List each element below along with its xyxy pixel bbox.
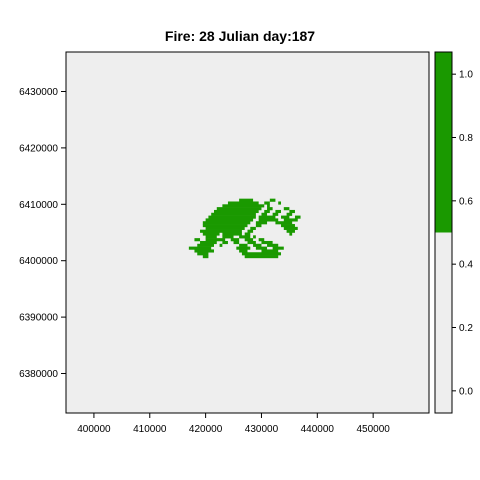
colorbar-legend: 0.0 0.2 0.4 0.6 0.8 1.0 bbox=[435, 52, 473, 413]
chart-title: Fire: 28 Julian day:187 bbox=[165, 28, 315, 44]
colorbar-tick-label: 0.0 bbox=[459, 386, 473, 397]
burned-cell-run bbox=[231, 238, 239, 241]
burned-cell-run bbox=[228, 201, 259, 204]
burned-cell-run bbox=[206, 227, 245, 230]
x-tick-label: 430000 bbox=[245, 424, 279, 435]
burned-cell-run bbox=[200, 230, 242, 233]
y-tick-label: 6400000 bbox=[19, 256, 58, 267]
burned-cell-run bbox=[203, 224, 248, 227]
burned-cell-run bbox=[197, 252, 208, 255]
burned-cell-run bbox=[239, 244, 247, 247]
y-tick-label: 6390000 bbox=[19, 313, 58, 324]
burned-cell-run bbox=[289, 233, 292, 236]
burned-cell-run bbox=[267, 204, 270, 207]
burned-cell-run bbox=[248, 241, 256, 244]
burned-cell-run bbox=[261, 241, 272, 244]
burned-cell-run bbox=[203, 221, 250, 224]
colorbar-tick-label: 0.2 bbox=[459, 323, 473, 334]
y-tick-label: 6410000 bbox=[19, 200, 58, 211]
burned-cell-run bbox=[206, 235, 217, 238]
burned-cell-run bbox=[250, 227, 256, 230]
burned-cell-run bbox=[259, 238, 265, 241]
burned-cell-run bbox=[245, 255, 279, 258]
burned-cell-run bbox=[261, 213, 267, 216]
y-tick-label: 6380000 bbox=[19, 369, 58, 380]
burned-cell-run bbox=[270, 199, 276, 202]
x-tick-label: 440000 bbox=[301, 424, 335, 435]
burned-cell-run bbox=[214, 210, 259, 213]
burned-cell-run bbox=[203, 255, 209, 258]
x-tick-label: 420000 bbox=[189, 424, 223, 435]
burned-cell-run bbox=[287, 230, 295, 233]
burned-cell-run bbox=[206, 218, 253, 221]
colorbar-burned-segment bbox=[435, 52, 452, 233]
burned-cell-run bbox=[208, 216, 255, 219]
colorbar-tick-label: 0.4 bbox=[459, 260, 473, 271]
burned-cell-run bbox=[211, 213, 256, 216]
burned-cell-run bbox=[239, 199, 253, 202]
burned-cell-run bbox=[245, 233, 251, 236]
burned-cell-run bbox=[281, 224, 295, 227]
colorbar-tick-label: 0.8 bbox=[459, 133, 473, 144]
burned-cell-run bbox=[217, 207, 262, 210]
burned-cell-run bbox=[275, 221, 292, 224]
burned-cell-run bbox=[264, 210, 270, 213]
x-tick-label: 410000 bbox=[133, 424, 167, 435]
colorbar-background-segment bbox=[435, 233, 452, 414]
burned-cell-run bbox=[267, 207, 273, 210]
burned-cell-run bbox=[194, 249, 214, 252]
x-axis: 400000 410000 420000 430000 440000 450000 bbox=[77, 413, 390, 435]
burned-cell-run bbox=[222, 235, 233, 238]
burned-cell-run bbox=[234, 241, 240, 244]
burned-cell-run bbox=[281, 216, 289, 219]
burned-cell-run bbox=[284, 227, 298, 230]
burned-cell-run bbox=[239, 235, 250, 238]
y-tick-label: 6420000 bbox=[19, 143, 58, 154]
burned-cell-run bbox=[203, 233, 220, 236]
burned-cell-run bbox=[295, 216, 301, 219]
burned-cell-run bbox=[206, 238, 226, 241]
burned-cell-run bbox=[236, 247, 250, 250]
burned-cell-run bbox=[239, 249, 247, 252]
burned-cell-run bbox=[248, 230, 254, 233]
burned-cell-run bbox=[222, 241, 228, 244]
burned-cell-run bbox=[278, 201, 281, 204]
burned-cell-run bbox=[197, 244, 214, 247]
y-tick-label: 6430000 bbox=[19, 87, 58, 98]
burned-cell-run bbox=[253, 235, 256, 238]
burned-cell-run bbox=[242, 252, 281, 255]
burned-cell-run bbox=[261, 249, 278, 252]
burned-cell-run bbox=[194, 238, 200, 241]
x-tick-label: 400000 bbox=[77, 424, 111, 435]
burned-cell-run bbox=[284, 207, 290, 210]
burned-cell-run bbox=[273, 213, 279, 216]
burned-cell-run bbox=[253, 244, 261, 247]
burned-cell-run bbox=[264, 201, 270, 204]
burned-cell-run bbox=[256, 221, 267, 224]
burned-cell-run bbox=[189, 247, 211, 250]
x-tick-label: 450000 bbox=[356, 424, 390, 435]
burned-cell-run bbox=[222, 233, 242, 236]
burned-cell-run bbox=[256, 224, 262, 227]
burned-cell-run bbox=[245, 238, 253, 241]
burned-cell-run bbox=[284, 218, 298, 221]
burned-cell-run bbox=[273, 247, 284, 250]
y-axis: 6380000 6390000 6400000 6410000 6420000 64300… bbox=[19, 87, 66, 380]
burned-cell-run bbox=[220, 244, 223, 247]
burned-cell-run bbox=[222, 204, 264, 207]
colorbar-tick-label: 1.0 bbox=[459, 70, 473, 81]
burned-cell-run bbox=[275, 210, 281, 213]
burned-cell-run bbox=[259, 216, 276, 219]
burned-cell-run bbox=[287, 213, 293, 216]
burned-cell-run bbox=[200, 241, 217, 244]
burned-cell-run bbox=[267, 244, 278, 247]
colorbar-tick-label: 0.6 bbox=[459, 196, 473, 207]
burned-cell-run bbox=[256, 247, 267, 250]
burned-cell-run bbox=[289, 210, 295, 213]
burned-cell-run bbox=[259, 218, 279, 221]
